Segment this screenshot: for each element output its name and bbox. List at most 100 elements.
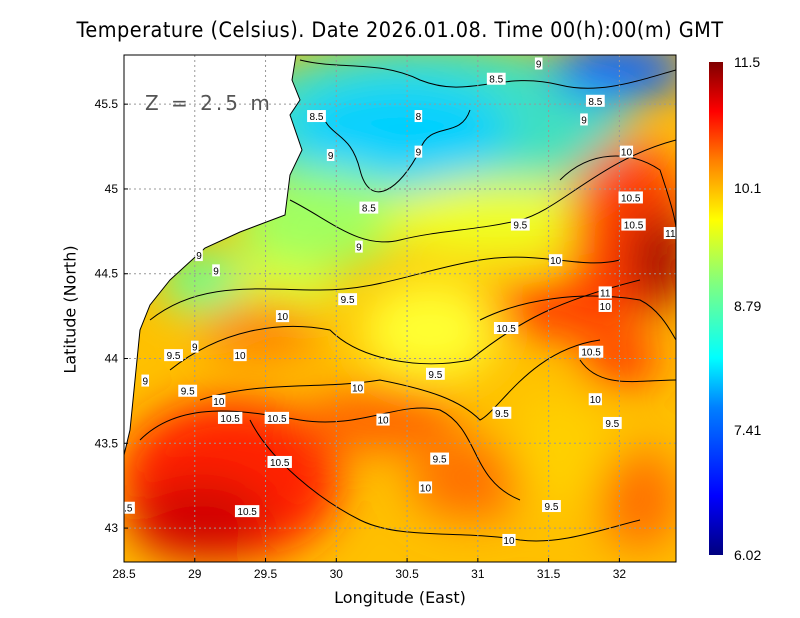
contour-label-bg — [486, 72, 506, 85]
colorbar-label: 8.79 — [734, 298, 761, 314]
x-tick-label: 30.5 — [395, 567, 419, 581]
contour-label-bg — [578, 345, 604, 358]
contour-label-bg — [217, 411, 243, 424]
contour-label: 9.5 — [164, 349, 183, 362]
contour-label: 10 — [233, 349, 247, 362]
contour-label: 10 — [502, 533, 516, 547]
contour-label-bg — [233, 349, 247, 362]
contour-label-bg — [549, 254, 563, 267]
contour-label-bg — [621, 218, 646, 231]
contour-label: 9 — [580, 113, 588, 126]
contour-label-text: 10 — [503, 536, 515, 547]
contour-label: 10 — [598, 299, 612, 313]
contour-label-text: 8 — [416, 112, 422, 123]
contour-label: 9.5 — [542, 500, 561, 513]
contour-label-bg — [602, 416, 622, 429]
land-mask — [124, 55, 303, 456]
contour-label-text: 9 — [213, 266, 219, 277]
contour-label-bg — [355, 240, 363, 253]
contour-label: 8.5 — [359, 201, 379, 215]
x-tick-label: 30 — [330, 567, 344, 581]
contour-label-bg — [663, 227, 676, 240]
y-tick-label: 44.5 — [95, 267, 119, 281]
chart-title: Temperature (Celsius). Date 2026.01.08. … — [76, 18, 724, 42]
contour-label-text: 11 — [600, 288, 611, 299]
contour-label-text: .5 — [124, 504, 133, 515]
contour-label-text: 9.5 — [605, 419, 619, 430]
contour-label: 9 — [190, 340, 199, 354]
contour-label: 10 — [275, 310, 290, 323]
x-tick-label: 29 — [188, 567, 202, 581]
contour-label-text: 10 — [277, 312, 289, 323]
contour-label-bg — [124, 501, 135, 514]
contour-label: 9 — [355, 240, 363, 254]
contour-label: 10.5 — [578, 345, 604, 359]
contour-label-text: 10 — [590, 395, 602, 406]
contour-label-bg — [338, 293, 358, 306]
x-tick-label: 32 — [613, 567, 627, 581]
contour-label-bg — [326, 149, 335, 162]
contour-label: 9 — [326, 149, 335, 162]
contour-label: 9.5 — [430, 452, 450, 466]
contour-label: 9.5 — [510, 218, 530, 232]
contour-label: 8 — [414, 110, 423, 123]
contour-label-bg — [212, 264, 220, 277]
contour-label: 10.5 — [267, 455, 292, 469]
y-tick-label: 43.5 — [95, 436, 119, 450]
contour-label-text: 10 — [600, 302, 612, 313]
contour-label-bg — [502, 533, 516, 546]
contour-label-text: 10.5 — [496, 324, 516, 335]
contour-label-bg — [580, 113, 588, 126]
contour-label-text: 9.5 — [433, 455, 447, 466]
contour-label: 10.5 — [234, 505, 260, 518]
contour-label-text: 10 — [621, 148, 633, 159]
contour-label-text: 10.5 — [270, 458, 290, 469]
contour-label: 10 — [350, 381, 365, 394]
y-tick-label: 45 — [105, 182, 119, 196]
contour-label-bg — [414, 145, 423, 158]
contour-label: 10 — [418, 481, 433, 494]
contour-label-bg — [542, 500, 561, 513]
contour-label-bg — [178, 384, 198, 397]
y-axis-label: Latitude (North) — [60, 245, 80, 374]
contour-label-text: 8.5 — [588, 97, 602, 108]
x-tick-label: 31.5 — [537, 567, 561, 581]
colorbar-label: 10.1 — [734, 180, 761, 196]
x-tick-label: 29.5 — [254, 567, 278, 581]
contour-label: 9.5 — [178, 384, 198, 398]
contour-label-bg — [418, 481, 433, 494]
contour-label-bg — [425, 367, 445, 380]
contour-label-text: 9.5 — [544, 502, 558, 513]
contour-label: 10 — [376, 413, 390, 427]
contour-label: 9.5 — [492, 406, 512, 420]
contour-label-text: 10 — [420, 483, 432, 494]
contour-label: 10.5 — [217, 411, 243, 425]
contour-label: 10 — [212, 394, 226, 408]
contour-label-text: 8.5 — [362, 204, 376, 215]
contour-label: 10.5 — [493, 322, 519, 335]
contour-label-text: 11 — [665, 229, 676, 240]
contour-label: 10 — [549, 254, 563, 267]
contour-label: 9 — [212, 264, 220, 277]
contour-label-bg — [267, 455, 292, 468]
contour-label-text: 9.5 — [513, 221, 527, 232]
contour-label-text: 9.5 — [167, 351, 181, 362]
contour-label-bg — [212, 394, 226, 407]
contour-label-text: 9.5 — [181, 387, 195, 398]
colorbar-label: 7.41 — [734, 422, 761, 438]
contour-lines — [139, 59, 676, 542]
contour-label-bg — [359, 201, 379, 214]
contour-label-text: 10.5 — [581, 348, 601, 359]
contour-label: 9 — [414, 145, 423, 159]
contour-label-text: 10 — [550, 256, 562, 267]
contour-label-text: 10 — [377, 416, 389, 427]
contour-label-bg — [164, 349, 183, 362]
contour-label-text: 10.5 — [621, 193, 641, 204]
contour-label-text: 8.5 — [489, 75, 503, 86]
contour-label-text: 9 — [536, 59, 542, 70]
contour-label-text: 9 — [356, 243, 362, 254]
contour-label: 10.5 — [621, 218, 646, 232]
contour-label-bg — [510, 218, 530, 231]
contour-label-text: 9 — [416, 148, 422, 159]
plot-frame — [123, 54, 677, 563]
